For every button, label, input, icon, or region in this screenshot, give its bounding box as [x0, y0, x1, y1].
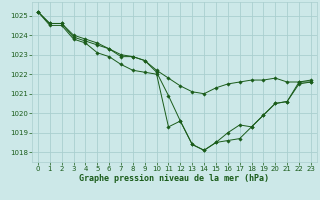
X-axis label: Graphe pression niveau de la mer (hPa): Graphe pression niveau de la mer (hPa) — [79, 174, 269, 183]
